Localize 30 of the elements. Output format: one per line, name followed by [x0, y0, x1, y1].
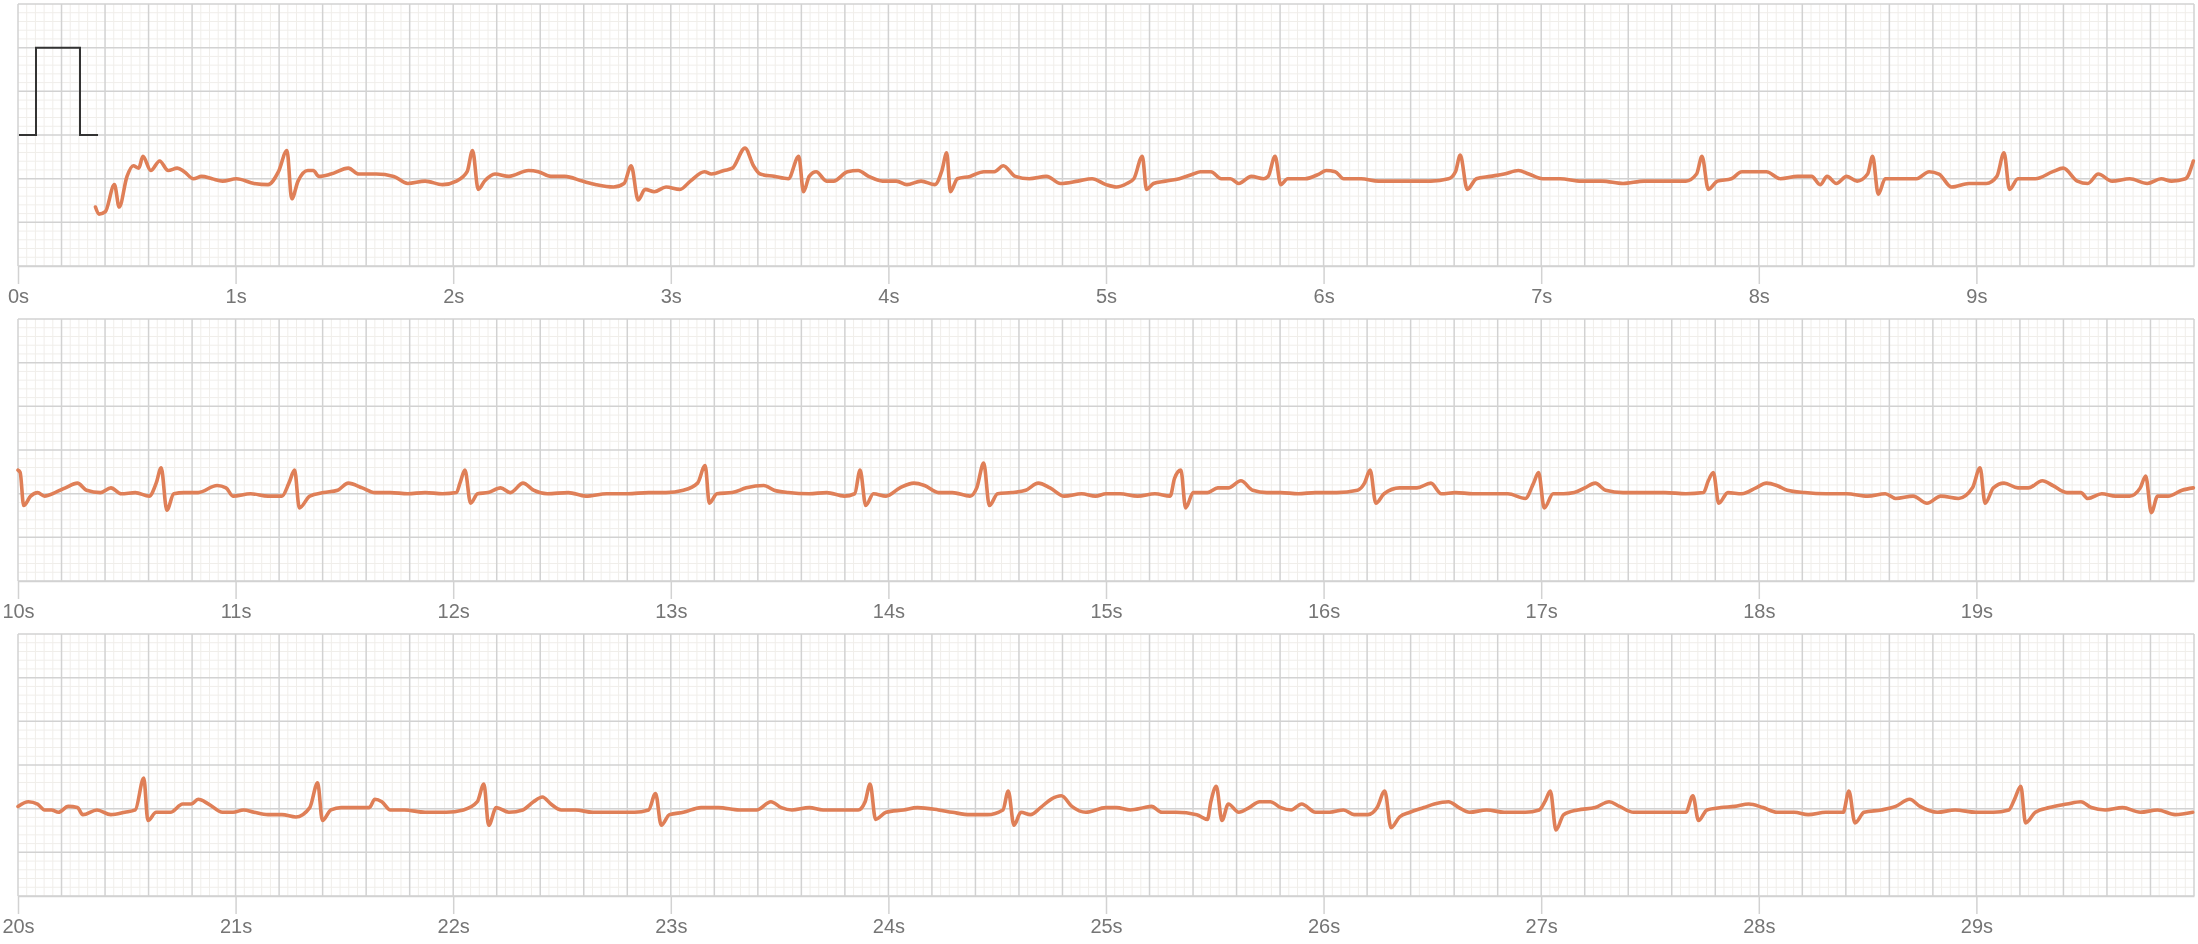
x-tick-label: 3s: [660, 285, 682, 308]
x-tick-label: 4s: [878, 285, 900, 308]
x-tick-label: 17s: [1525, 600, 1558, 623]
x-tick-label: 11s: [220, 600, 252, 623]
x-tick-label: 25s: [1090, 915, 1123, 938]
x-tick-label: 23s: [655, 915, 688, 938]
x-tick-label: 7s: [1531, 285, 1553, 308]
x-tick-label: 24s: [872, 915, 906, 938]
x-tick-label: 9s: [1966, 285, 1988, 308]
x-tick-label: 20s: [2, 915, 35, 938]
x-tick-label: 12s: [437, 600, 470, 623]
x-tick-label: 19s: [1960, 600, 1994, 623]
x-tick-label: 8s: [1748, 285, 1770, 308]
x-tick-label: 15s: [1090, 600, 1123, 623]
x-tick-label: 13s: [655, 600, 688, 623]
x-tick-label: 22s: [437, 915, 470, 938]
x-tick-label: 5s: [1095, 285, 1118, 308]
x-tick-label: 21s: [219, 915, 253, 938]
x-tick-label: 1s: [225, 285, 247, 308]
x-tick-label: 18s: [1743, 600, 1776, 623]
x-tick-label: 14s: [872, 600, 906, 623]
x-tick-label: 10s: [2, 600, 35, 623]
x-tick-label: 16s: [1307, 600, 1341, 623]
x-tick-label: 6s: [1313, 285, 1335, 308]
x-tick-label: 27s: [1525, 915, 1558, 938]
x-tick-label: 0s: [7, 285, 30, 308]
x-tick-label: 2s: [443, 285, 465, 308]
x-tick-label: 26s: [1307, 915, 1341, 938]
x-tick-label: 28s: [1743, 915, 1776, 938]
x-tick-label: 29s: [1960, 915, 1994, 938]
